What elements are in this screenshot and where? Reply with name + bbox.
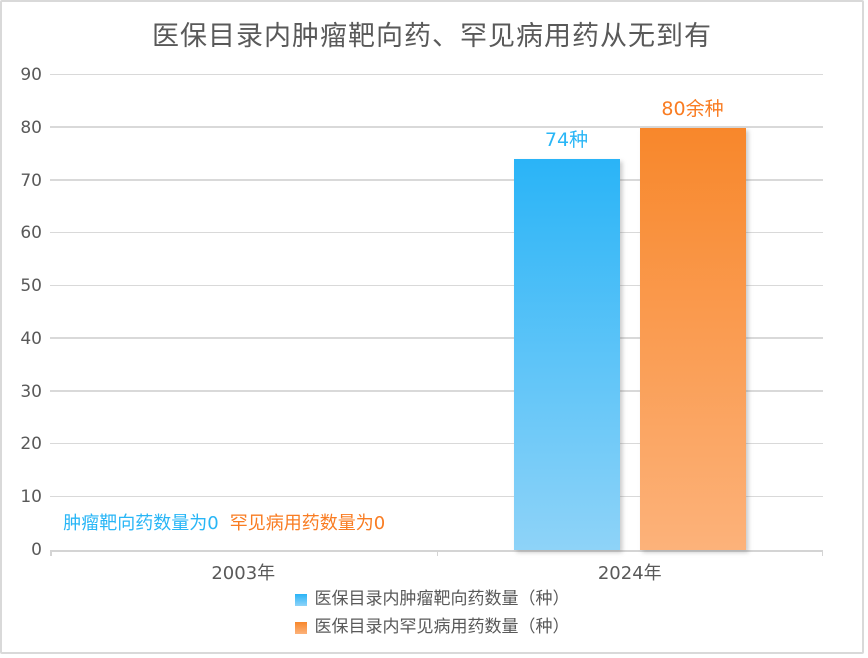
y-axis-label-40: 40 — [20, 328, 42, 349]
category-label-0: 2003年 — [211, 563, 276, 584]
y-axis-label-60: 60 — [20, 223, 42, 244]
zero-annotation-0: 肿瘤靶向药数量为0 — [63, 513, 219, 534]
category-slot-1: 2024年 74种 80余种 — [437, 75, 824, 584]
y-axis-label-0: 0 — [31, 540, 42, 560]
category-label-1: 2024年 — [597, 563, 662, 584]
y-axis-label-30: 30 — [20, 381, 42, 402]
gridline-y80 — [50, 126, 823, 128]
y-axis-label-50: 50 — [20, 276, 42, 297]
y-axis-label-80: 80 — [20, 117, 42, 138]
legend-swatch-icon — [294, 621, 307, 634]
gridline-y40 — [50, 337, 823, 339]
zero-annotation-1: 罕见病用药数量为0 — [229, 513, 386, 534]
bar-value-label-74种: 74种 — [544, 129, 589, 151]
legend-swatch-icon — [294, 593, 307, 606]
chart-title: 医保目录内肿瘤靶向药、罕见病用药从无到有 — [152, 21, 712, 52]
bar-series1-2024年 — [639, 128, 746, 550]
category-slot-0: 2003年 肿瘤靶向药数量为0 罕见病用药数量为0 — [50, 75, 437, 584]
legend: 医保目录内肿瘤靶向药数量（种） 医保目录内罕见病用药数量（种） — [2, 589, 862, 638]
gridline-y60 — [50, 231, 823, 234]
x-axis-tick-1 — [436, 550, 438, 556]
y-axis-label-90: 90 — [20, 65, 42, 85]
legend-label-0: 医保目录内肿瘤靶向药数量（种） — [314, 589, 570, 609]
y-axis-label-20: 20 — [20, 434, 42, 455]
y-axis-label-70: 70 — [20, 170, 42, 191]
gridline-y20 — [50, 442, 823, 445]
legend-label-1: 医保目录内罕见病用药数量（种） — [314, 617, 570, 637]
legend-item-0: 医保目录内肿瘤靶向药数量（种） — [294, 589, 570, 610]
bar-series0-2024年 — [513, 159, 620, 550]
bar-value-label-80余种: 80余种 — [661, 98, 724, 120]
plot-area: 0 10 20 30 40 50 60 70 80 90 2003年 肿瘤靶向药数量为0 罕见病用药数量… — [20, 66, 824, 584]
gridline-y70 — [50, 179, 823, 181]
gridline-y30 — [50, 390, 823, 392]
x-axis-tick-2 — [821, 550, 823, 556]
gridline-y10 — [50, 495, 823, 498]
y-axis-label-10: 10 — [20, 487, 42, 508]
x-axis-tick-0 — [50, 550, 52, 556]
zero-annotation-row: 肿瘤靶向药数量为0 罕见病用药数量为0 — [31, 509, 418, 535]
gridline-y90 — [50, 73, 823, 75]
legend-item-1: 医保目录内罕见病用药数量（种） — [294, 617, 570, 638]
gridline-y50 — [50, 284, 823, 287]
